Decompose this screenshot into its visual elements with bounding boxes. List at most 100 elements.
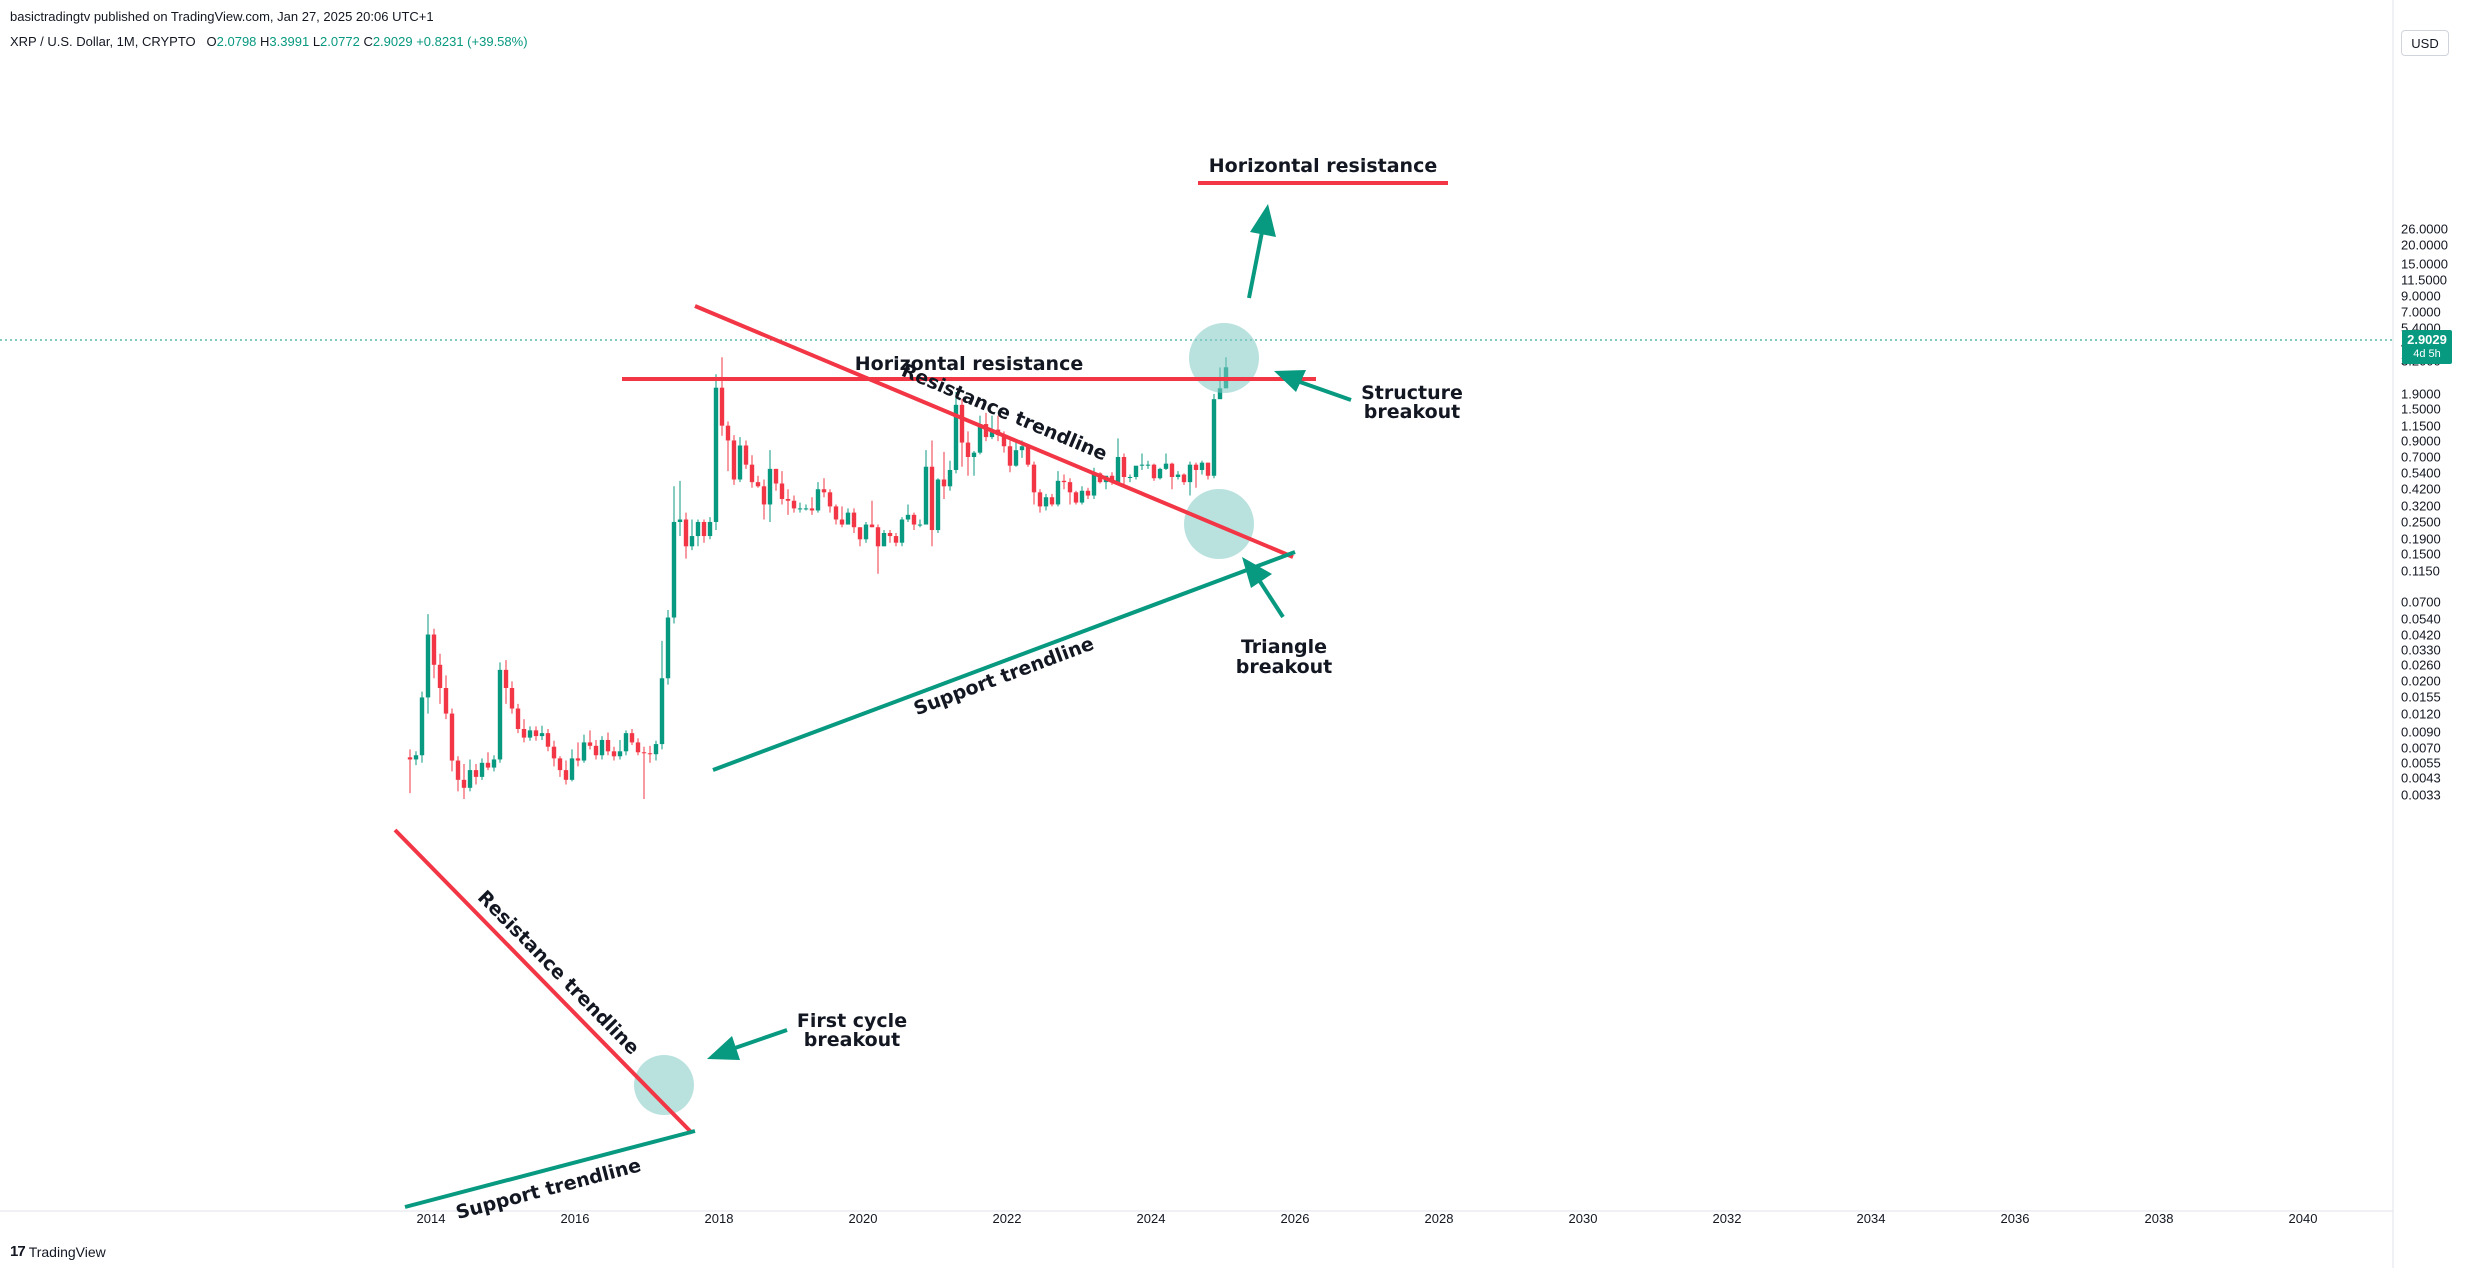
candle-body [527,730,533,738]
price-tick-label: 0.0155 [2401,689,2441,705]
candle-body [503,669,509,688]
candle-body [437,664,443,688]
price-tick-label: 0.0260 [2401,657,2441,673]
candle [773,468,779,491]
candle [695,519,701,547]
candle-body [1181,474,1187,483]
candle [671,486,677,624]
candle [881,530,887,547]
structure-breakout-label-line2: breakout [1364,401,1460,423]
candle [1175,471,1181,480]
candle [545,728,551,752]
candle [869,500,875,528]
lower-support-trendline[interactable] [404,1129,696,1209]
candle [629,728,635,745]
candle [485,752,491,771]
price-tick-label: 0.4200 [2401,481,2441,497]
candles [407,357,1229,799]
candle-body [689,536,695,547]
candle-body [479,762,485,777]
candle-body [473,770,479,777]
candle [815,482,821,513]
candle-body [929,466,935,531]
currency-button[interactable]: USD [2401,30,2449,56]
price-tick-label: 0.0540 [2401,611,2441,627]
time-tick-label: 2016 [561,1211,590,1226]
candle [953,392,959,474]
candle-body [551,746,557,759]
candle [551,740,557,767]
candle-body [533,730,539,737]
candle [437,653,443,704]
candle [1127,474,1133,483]
candle-body [887,532,893,537]
candle-body [1037,492,1043,507]
lower-support-trendline-label: Support trendline [454,1154,644,1224]
tradingview-wordmark: TradingView [28,1243,106,1260]
time-tick-label: 2032 [1713,1211,1742,1226]
candle-body [761,486,767,505]
candle-body [827,492,833,507]
candle-body [1091,473,1097,496]
price-tick-label: 0.0700 [2401,594,2441,610]
candle [719,357,725,436]
candle [785,489,791,515]
candle [419,691,425,763]
candle-body [1013,450,1019,466]
candle-body [653,744,659,755]
time-tick-label: 2024 [1137,1211,1166,1226]
price-tick-label: 0.1150 [2401,563,2440,579]
candle [425,614,431,714]
upper-resistance-trendline[interactable] [694,304,1294,559]
lower-resistance-trendline[interactable] [393,828,694,1135]
time-tick-label: 2022 [993,1211,1022,1226]
candle-body [953,404,959,470]
candle [1085,487,1091,499]
candle-body [959,404,965,443]
candle-body [629,733,635,743]
last-price-value: 2.9029 [2407,332,2447,347]
candle [1193,462,1199,488]
candle-body [635,742,641,753]
price-axis[interactable]: 26.0000 20.0000 15.0000 11.5000 9.0000 7.0000… [2393,36,2475,1211]
candle-body [593,745,599,756]
candle [947,460,953,491]
time-axis[interactable]: 2014 2016 2018 2020 2022 2024 2026 2028 2030 2032… [417,1211,2318,1226]
time-tick-label: 2034 [1857,1211,1886,1226]
candle-body [1073,492,1079,503]
candle-body [1157,468,1163,479]
candle [1013,440,1019,467]
candle [1067,478,1073,505]
candle [1037,489,1043,513]
candle [665,609,671,685]
candle [1133,465,1139,480]
candle-body [461,779,467,788]
upper-support-trendline[interactable] [712,550,1296,772]
price-tick-label: 0.0033 [2401,787,2441,803]
candle-body [1145,464,1151,466]
candle [473,763,479,785]
candle [413,751,419,766]
candle-body [497,669,503,760]
candle [731,435,737,485]
candle [653,740,659,761]
candle [1031,461,1037,505]
tradingview-logo[interactable]: 17 TradingView [10,1243,106,1260]
candle-body [923,466,929,525]
symbol-title: XRP / U.S. Dollar, 1M, CRYPTO [10,34,196,49]
first-cycle-breakout-arrow [707,1028,788,1060]
candle [833,504,839,525]
candle-body [1067,482,1073,493]
candle-body [755,482,761,487]
candle [821,478,827,498]
candle [905,504,911,522]
candle-body [1085,490,1091,496]
candle-body [443,687,449,714]
candle [647,745,653,763]
candle-body [779,483,785,499]
candle-body [1217,388,1223,400]
candle [503,660,509,704]
candle-body [1169,463,1175,477]
candle [851,508,857,533]
